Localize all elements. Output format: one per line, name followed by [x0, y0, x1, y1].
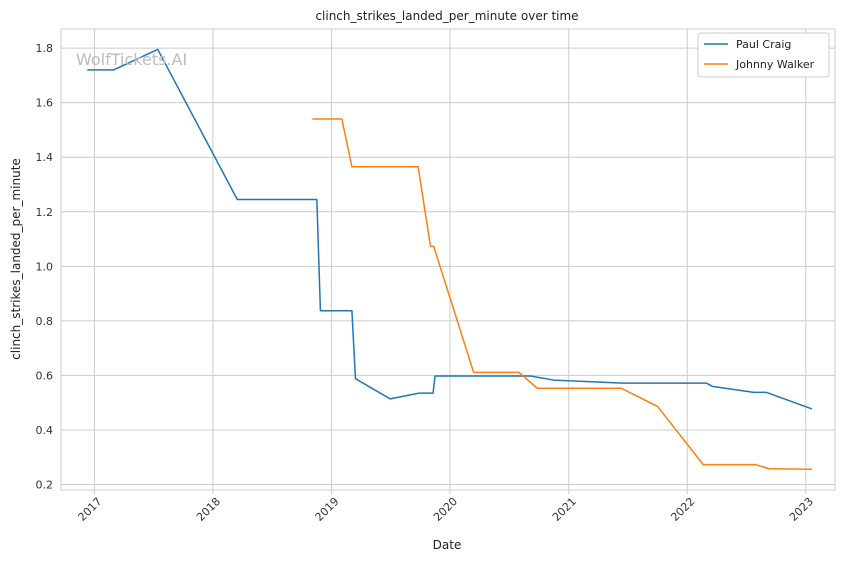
legend: Paul Craig Johnny Walker [697, 32, 830, 78]
y-tick-label-0.6: 0.6 [36, 369, 54, 382]
grid [61, 29, 835, 490]
legend-label-paul-craig: Paul Craig [736, 38, 791, 51]
watermark: WolfTickets.AI [76, 50, 187, 69]
y-tick-label-1.4: 1.4 [36, 151, 54, 164]
series-lines [87, 48, 813, 471]
legend-label-johnny-walker: Johnny Walker [735, 58, 815, 71]
plot-frame [60, 28, 836, 491]
y-tick-label-0.4: 0.4 [36, 424, 54, 437]
x-axis-label: Date [433, 538, 462, 552]
y-tick-label-0.8: 0.8 [36, 315, 54, 328]
y-tick-label-1.6: 1.6 [36, 97, 54, 110]
series-line-paul-craig [87, 48, 813, 410]
y-tick-label-0.2: 0.2 [36, 479, 54, 492]
series-line-johnny-walker [312, 118, 812, 471]
y-tick-labels: 0.2 0.4 0.6 0.8 1.0 1.2 1.4 1.6 1.8 [36, 42, 54, 491]
y-tick-label-1.0: 1.0 [36, 260, 54, 273]
legend-box [697, 32, 830, 78]
y-axis-label: clinch_strikes_landed_per_minute [9, 158, 23, 360]
chart-title: clinch_strikes_landed_per_minute over ti… [315, 9, 578, 23]
y-tick-label-1.2: 1.2 [36, 206, 54, 219]
y-tick-label-1.8: 1.8 [36, 42, 54, 55]
